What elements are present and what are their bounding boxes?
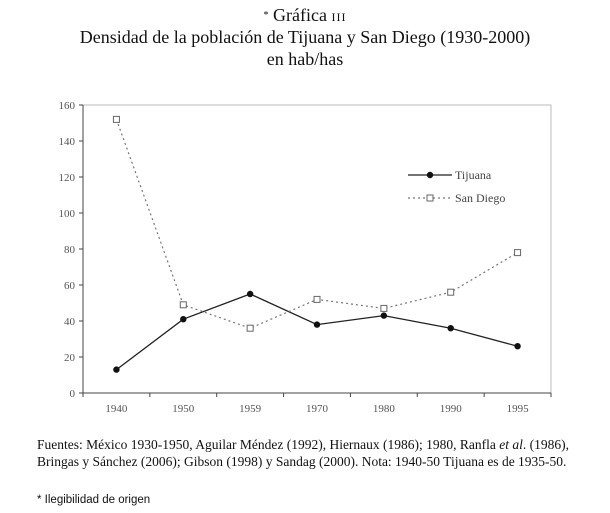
source-note: Fuentes: México 1930-1950, Aguilar Ménde… <box>37 436 597 470</box>
data-point-tijuana <box>380 312 388 319</box>
x-tick-label: 1940 <box>105 403 128 415</box>
legend-label: San Diego <box>455 191 505 205</box>
axes: 0 20 40 60 80 100 120 140 160 1940 1950 1959 1970 198… <box>59 100 552 415</box>
data-point-tijuana <box>113 366 120 373</box>
data-point-san-diego <box>313 295 321 303</box>
legend-marker <box>426 171 434 179</box>
x-tick-label: 1959 <box>239 403 262 415</box>
series-line-tijuana <box>116 293 518 371</box>
x-tick-label: 1995 <box>507 403 530 415</box>
x-tick-label: 1980 <box>373 403 396 415</box>
data-point-tijuana <box>246 290 254 298</box>
x-tick-label: 1970 <box>306 403 329 415</box>
legend-marker <box>426 194 434 202</box>
source-text: Fuentes: México 1930-1950, Aguilar Ménde… <box>37 437 500 452</box>
data-point-tijuana <box>514 343 521 350</box>
data-point-san-diego <box>179 301 187 309</box>
x-tick-label: 1950 <box>172 403 195 415</box>
data-point-san-diego <box>246 324 254 332</box>
data-point-san-diego <box>447 288 455 296</box>
source-text-2: . (1986), Bringas y Sánchez (2006); Gibs… <box>37 437 570 469</box>
legend: Tijuana San Diego <box>408 168 505 205</box>
data-point-tijuana <box>447 325 454 332</box>
legend-label: Tijuana <box>455 168 492 182</box>
y-tick-label: 0 <box>70 388 76 400</box>
y-tick-label: 20 <box>64 352 76 364</box>
data-point-san-diego <box>112 115 120 123</box>
asterisk: * <box>263 10 269 21</box>
chart-title: Densidad de la población de Tijuana y Sa… <box>79 27 531 47</box>
line-chart: 0 20 40 60 80 100 120 140 160 1940 1950 1959 1970 198… <box>59 100 552 415</box>
source-italic: et al <box>499 437 523 452</box>
x-tick-label: 1990 <box>440 403 463 415</box>
y-tick-label: 140 <box>59 136 76 148</box>
series-group <box>112 115 522 373</box>
data-point-tijuana <box>180 316 187 323</box>
figure-label: * Gráfica III <box>0 5 610 28</box>
data-point-san-diego <box>514 249 522 257</box>
chart-subtitle: en hab/has <box>266 49 344 69</box>
data-point-tijuana <box>313 321 321 328</box>
plot-border <box>82 104 552 394</box>
y-tick-label: 60 <box>64 280 76 292</box>
figure-label-text: Gráfica <box>273 5 327 25</box>
data-point-san-diego <box>380 304 388 312</box>
y-tick-label: 80 <box>64 244 76 256</box>
y-tick-label: 100 <box>59 208 76 220</box>
y-tick-label: 40 <box>64 316 76 328</box>
illegibility-note: * Ilegibilidad de origen <box>37 494 151 506</box>
figure-number: III <box>331 10 347 24</box>
y-tick-label: 160 <box>59 100 76 112</box>
y-tick-label: 120 <box>59 172 76 184</box>
